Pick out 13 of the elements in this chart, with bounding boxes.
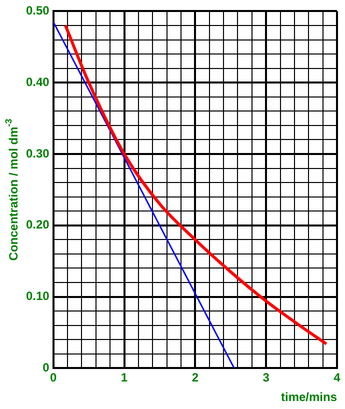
x-tick-label: 1 [120, 370, 128, 385]
x-axis-title: time/mins [280, 390, 338, 404]
y-axis-title: Concentration / mol dm-3 [4, 118, 20, 261]
y-tick-label: 0.40 [26, 74, 50, 89]
y-tick-label: 0.10 [26, 289, 50, 304]
y-tick-label: 0.50 [26, 4, 50, 18]
x-tick-label: 2 [192, 370, 199, 385]
y-tick-label: 0.20 [26, 218, 50, 232]
y-tick-label: 0 [42, 360, 50, 375]
line-series [64, 24, 328, 346]
y-tick-label: 0.30 [26, 146, 50, 160]
x-tick-label: 4 [334, 370, 341, 385]
x-tick-label: 3 [262, 370, 270, 385]
